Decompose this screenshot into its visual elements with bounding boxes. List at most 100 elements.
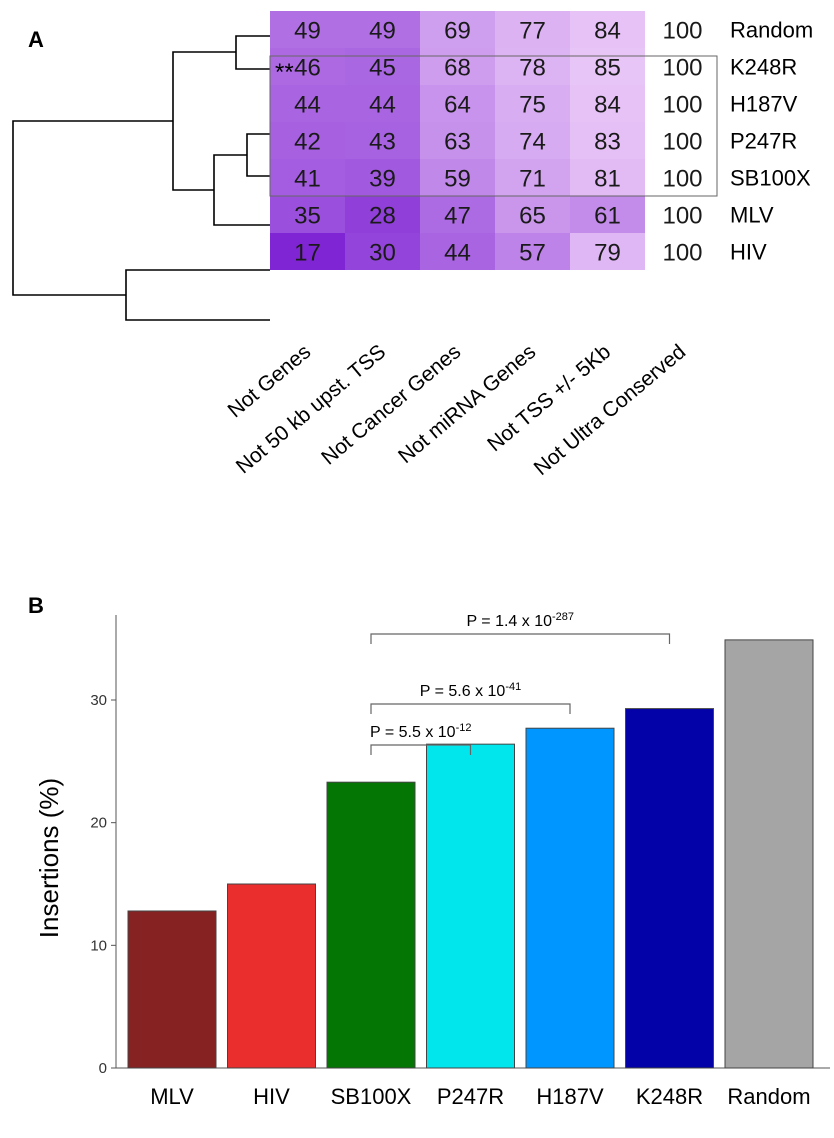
heatmap-cell-k248r-1 <box>270 48 345 85</box>
dendrogram-branch-mutants <box>213 154 270 226</box>
p-value-label: P = 1.4 x 10-287 <box>466 611 574 630</box>
heatmap-value: 74 <box>519 129 546 156</box>
p-value-label: P = 5.6 x 10-41 <box>420 681 521 700</box>
bar-mlv <box>127 910 217 1069</box>
heatmap-value: 75 <box>519 92 546 119</box>
heatmap-cell-hiv-2 <box>345 233 420 270</box>
heatmap-cell-p247r-4 <box>495 122 570 159</box>
bar-k248r <box>625 708 714 1069</box>
heatmap-value: 44 <box>294 92 321 119</box>
x-label-p247r: P247R <box>437 1084 504 1109</box>
heatmap-value: 46 <box>294 55 321 82</box>
heatmap-value: 17 <box>294 240 321 267</box>
heatmap-value: 85 <box>594 55 621 82</box>
heatmap-cell-k248r-2 <box>345 48 420 85</box>
panel-a-label: A <box>28 27 44 52</box>
heatmap-value: 64 <box>444 92 471 119</box>
heatmap-cell-sb100x-4 <box>495 159 570 196</box>
significance-annotation: ** <box>275 59 294 86</box>
heatmap-cell-sb100x-2 <box>345 159 420 196</box>
row-label-hiv: HIV <box>730 240 767 265</box>
heatmap-value: 100 <box>662 203 702 230</box>
bar-x-labels: MLV HIV SB100X P247R H187V K248R Random <box>150 1084 810 1109</box>
row-label-k248r: K248R <box>730 55 797 80</box>
heatmap-value: 100 <box>662 240 702 267</box>
heatmap-cell-hiv-1 <box>270 233 345 270</box>
dendrogram-branch-retroviruses <box>125 269 270 321</box>
bar-sb100x <box>326 781 416 1069</box>
heatmap-value: 78 <box>519 55 546 82</box>
heatmap-value: 100 <box>662 55 702 82</box>
row-label-h187v: H187V <box>730 92 798 117</box>
bar-random <box>724 639 814 1069</box>
p-value-text: P = 5.5 x 10 <box>370 724 456 741</box>
brackets: P = 5.5 x 10-12 P = 5.6 x 10-41 P = 1.4 x … <box>370 611 671 755</box>
x-label-random: Random <box>727 1084 810 1109</box>
heatmap-cell-h187v-5 <box>570 85 645 122</box>
heatmap-cell-h187v-4 <box>495 85 570 122</box>
heatmap-value: 63 <box>444 129 471 156</box>
heatmap-value: 84 <box>594 18 621 45</box>
heatmap-value: 69 <box>444 18 471 45</box>
row-label-sb100x: SB100X <box>730 166 811 191</box>
y-axis-label: Insertions (%) <box>34 778 64 938</box>
heatmap-value: 83 <box>594 129 621 156</box>
heatmap-value: 84 <box>594 92 621 119</box>
significance-bracket <box>370 703 571 714</box>
heatmap-cell-random-1 <box>270 11 345 48</box>
x-label-k248r: K248R <box>636 1084 703 1109</box>
heatmap-cell-random-5 <box>570 11 645 48</box>
bar-hiv <box>227 883 316 1069</box>
heatmap-cell-mlv-3 <box>420 196 495 233</box>
row-label-p247r: P247R <box>730 129 797 154</box>
p-value-exponent: -41 <box>505 681 521 693</box>
heatmap-value: 41 <box>294 166 321 193</box>
heatmap-cell-p247r-2 <box>345 122 420 159</box>
heatmap-cell-h187v-1 <box>270 85 345 122</box>
y-tick-label: 10 <box>90 937 107 954</box>
heatmap-cell-hiv-4 <box>495 233 570 270</box>
panel-b-label: B <box>28 593 44 618</box>
heatmap-value: 35 <box>294 203 321 230</box>
col-label-not-mirna-genes: Not miRNA Genes <box>394 340 540 468</box>
heatmap-value: 71 <box>519 166 546 193</box>
heatmap-cell-sb100x-3 <box>420 159 495 196</box>
heatmap-value: 44 <box>369 92 396 119</box>
row-label-mlv: MLV <box>730 203 774 228</box>
heatmap-value: 44 <box>444 240 471 267</box>
heatmap-value: 49 <box>294 18 321 45</box>
heatmap-cell-mlv-2 <box>345 196 420 233</box>
heatmap-cell-k248r-4 <box>495 48 570 85</box>
heatmap-cell-hiv-3 <box>420 233 495 270</box>
heatmap-cell-mlv-5 <box>570 196 645 233</box>
heatmap-value: 47 <box>444 203 471 230</box>
heatmap-value: 65 <box>519 203 546 230</box>
dendrogram-branch-random-k248r <box>235 35 270 70</box>
dendrogram <box>12 35 270 321</box>
heatmap-value: 81 <box>594 166 621 193</box>
y-tick-label: 0 <box>99 1060 107 1077</box>
heatmap-value: 45 <box>369 55 396 82</box>
significance-bracket <box>370 744 472 755</box>
heatmap-row-labels: Random K248R H187V P247R SB100X MLV HIV <box>730 18 813 265</box>
heatmap-value: 30 <box>369 240 396 267</box>
p-value-exponent: -287 <box>552 611 574 623</box>
heatmap-value: 79 <box>594 240 621 267</box>
heatmap-cell-p247r-3 <box>420 122 495 159</box>
highlight-box <box>269 55 718 197</box>
heatmap-value: 61 <box>594 203 621 230</box>
heatmap: 49 49 69 77 84 100 46 45 68 78 85 100 44 44 64 75 84 100 4… <box>270 11 703 270</box>
heatmap-cell-sb100x-5 <box>570 159 645 196</box>
heatmap-cell-h187v-2 <box>345 85 420 122</box>
heatmap-value: 42 <box>294 129 321 156</box>
heatmap-cell-mlv-4 <box>495 196 570 233</box>
p-value-text: P = 1.4 x 10 <box>466 613 552 630</box>
dendrogram-branch-transposons <box>172 51 236 191</box>
col-label-not-cancer-genes: Not Cancer Genes <box>317 340 465 469</box>
heatmap-value: 100 <box>662 129 702 156</box>
heatmap-value: 100 <box>662 92 702 119</box>
col-label-not-tss-5kb: Not TSS +/- 5Kb <box>483 340 615 456</box>
heatmap-cell-p247r-5 <box>570 122 645 159</box>
